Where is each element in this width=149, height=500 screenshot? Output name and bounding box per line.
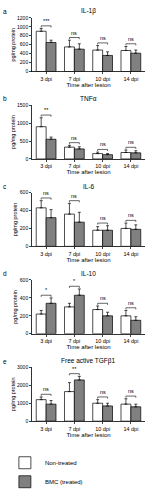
- svg-text:14 dpi: 14 dpi: [123, 338, 138, 344]
- svg-text:400: 400: [20, 50, 29, 56]
- svg-text:3 dpi: 3 dpi: [40, 426, 52, 432]
- svg-text:7 dpi: 7 dpi: [68, 163, 80, 169]
- svg-text:ns: ns: [100, 389, 106, 395]
- svg-text:IL-1β: IL-1β: [81, 7, 96, 15]
- svg-text:600: 600: [20, 277, 29, 283]
- svg-text:IL-6: IL-6: [83, 183, 95, 190]
- svg-text:Time after lesion: Time after lesion: [66, 169, 110, 175]
- svg-text:*: *: [45, 287, 48, 293]
- svg-text:7 dpi: 7 dpi: [68, 251, 80, 257]
- svg-text:ns: ns: [71, 193, 77, 199]
- svg-text:ns: ns: [100, 35, 106, 41]
- svg-text:200: 200: [20, 313, 29, 319]
- svg-text:d: d: [3, 270, 7, 277]
- svg-text:14 dpi: 14 dpi: [123, 76, 138, 82]
- svg-text:10 dpi: 10 dpi: [95, 251, 110, 257]
- svg-text:ns: ns: [43, 190, 49, 196]
- svg-text:ns: ns: [128, 300, 134, 306]
- svg-text:200: 200: [20, 225, 29, 231]
- svg-text:3 dpi: 3 dpi: [40, 338, 52, 344]
- svg-text:7 dpi: 7 dpi: [68, 338, 80, 344]
- svg-text:600: 600: [20, 189, 29, 195]
- svg-text:400: 400: [20, 295, 29, 301]
- svg-text:600: 600: [20, 41, 29, 47]
- svg-text:2000: 2000: [17, 382, 28, 388]
- svg-text:IL-10: IL-10: [81, 270, 96, 277]
- svg-text:1000: 1000: [17, 24, 28, 30]
- svg-text:1200: 1200: [17, 15, 28, 21]
- svg-text:0: 0: [25, 68, 28, 74]
- svg-text:10 dpi: 10 dpi: [95, 163, 110, 169]
- svg-text:c: c: [3, 183, 7, 190]
- svg-text:ns: ns: [100, 215, 106, 221]
- svg-text:Time after lesion: Time after lesion: [66, 257, 110, 263]
- svg-text:10 dpi: 10 dpi: [95, 338, 110, 344]
- svg-text:7 dpi: 7 dpi: [68, 426, 80, 432]
- svg-text:1000: 1000: [17, 120, 28, 126]
- svg-text:pg/mg protein: pg/mg protein: [10, 115, 16, 149]
- svg-text:ns: ns: [71, 135, 77, 141]
- svg-text:ns: ns: [100, 141, 106, 147]
- svg-text:14 dpi: 14 dpi: [123, 426, 138, 432]
- svg-text:ns: ns: [71, 30, 77, 36]
- svg-text:200: 200: [20, 59, 29, 65]
- svg-text:400: 400: [20, 207, 29, 213]
- svg-text:Time after lesion: Time after lesion: [66, 82, 110, 88]
- svg-text:*: *: [73, 278, 76, 284]
- svg-text:ns: ns: [128, 36, 134, 42]
- svg-text:ns: ns: [128, 388, 134, 394]
- svg-text:3 dpi: 3 dpi: [40, 251, 52, 257]
- svg-text:Non-treated: Non-treated: [45, 460, 77, 466]
- svg-text:3000: 3000: [17, 364, 28, 370]
- svg-text:10 dpi: 10 dpi: [95, 426, 110, 432]
- svg-text:10 dpi: 10 dpi: [95, 76, 110, 82]
- svg-text:14 dpi: 14 dpi: [123, 251, 138, 257]
- svg-text:TNFα: TNFα: [80, 95, 97, 102]
- svg-text:b: b: [3, 95, 7, 102]
- svg-text:**: **: [72, 366, 77, 372]
- svg-text:pg/mg protein: pg/mg protein: [12, 290, 18, 324]
- svg-text:pg/mg protein: pg/mg protein: [10, 377, 16, 411]
- svg-text:800: 800: [20, 32, 29, 38]
- svg-text:a: a: [3, 8, 7, 15]
- svg-text:ns: ns: [128, 139, 134, 145]
- svg-text:pg/mg protein: pg/mg protein: [12, 203, 18, 237]
- svg-text:1000: 1000: [17, 400, 28, 406]
- svg-text:**: **: [44, 107, 49, 113]
- svg-text:1500: 1500: [17, 102, 28, 108]
- svg-text:pg/mg protein: pg/mg protein: [10, 28, 16, 62]
- svg-text:e: e: [3, 358, 7, 365]
- svg-text:0: 0: [25, 330, 28, 336]
- svg-text:3 dpi: 3 dpi: [40, 76, 52, 82]
- svg-text:3 dpi: 3 dpi: [40, 163, 52, 169]
- svg-text:ns: ns: [128, 212, 134, 218]
- svg-text:0: 0: [25, 243, 28, 249]
- svg-text:Free active TGFβ1: Free active TGFβ1: [61, 357, 116, 365]
- svg-text:***: ***: [43, 18, 50, 24]
- svg-text:Time after lesion: Time after lesion: [66, 432, 110, 438]
- svg-text:14 dpi: 14 dpi: [123, 163, 138, 169]
- svg-text:BMC (treated): BMC (treated): [45, 479, 83, 485]
- svg-text:7 dpi: 7 dpi: [68, 76, 80, 82]
- svg-text:0: 0: [25, 418, 28, 424]
- svg-text:0: 0: [25, 156, 28, 162]
- svg-text:Time after lesion: Time after lesion: [66, 344, 110, 350]
- svg-text:ns: ns: [43, 386, 49, 392]
- svg-text:500: 500: [20, 138, 29, 144]
- svg-text:ns: ns: [100, 295, 106, 301]
